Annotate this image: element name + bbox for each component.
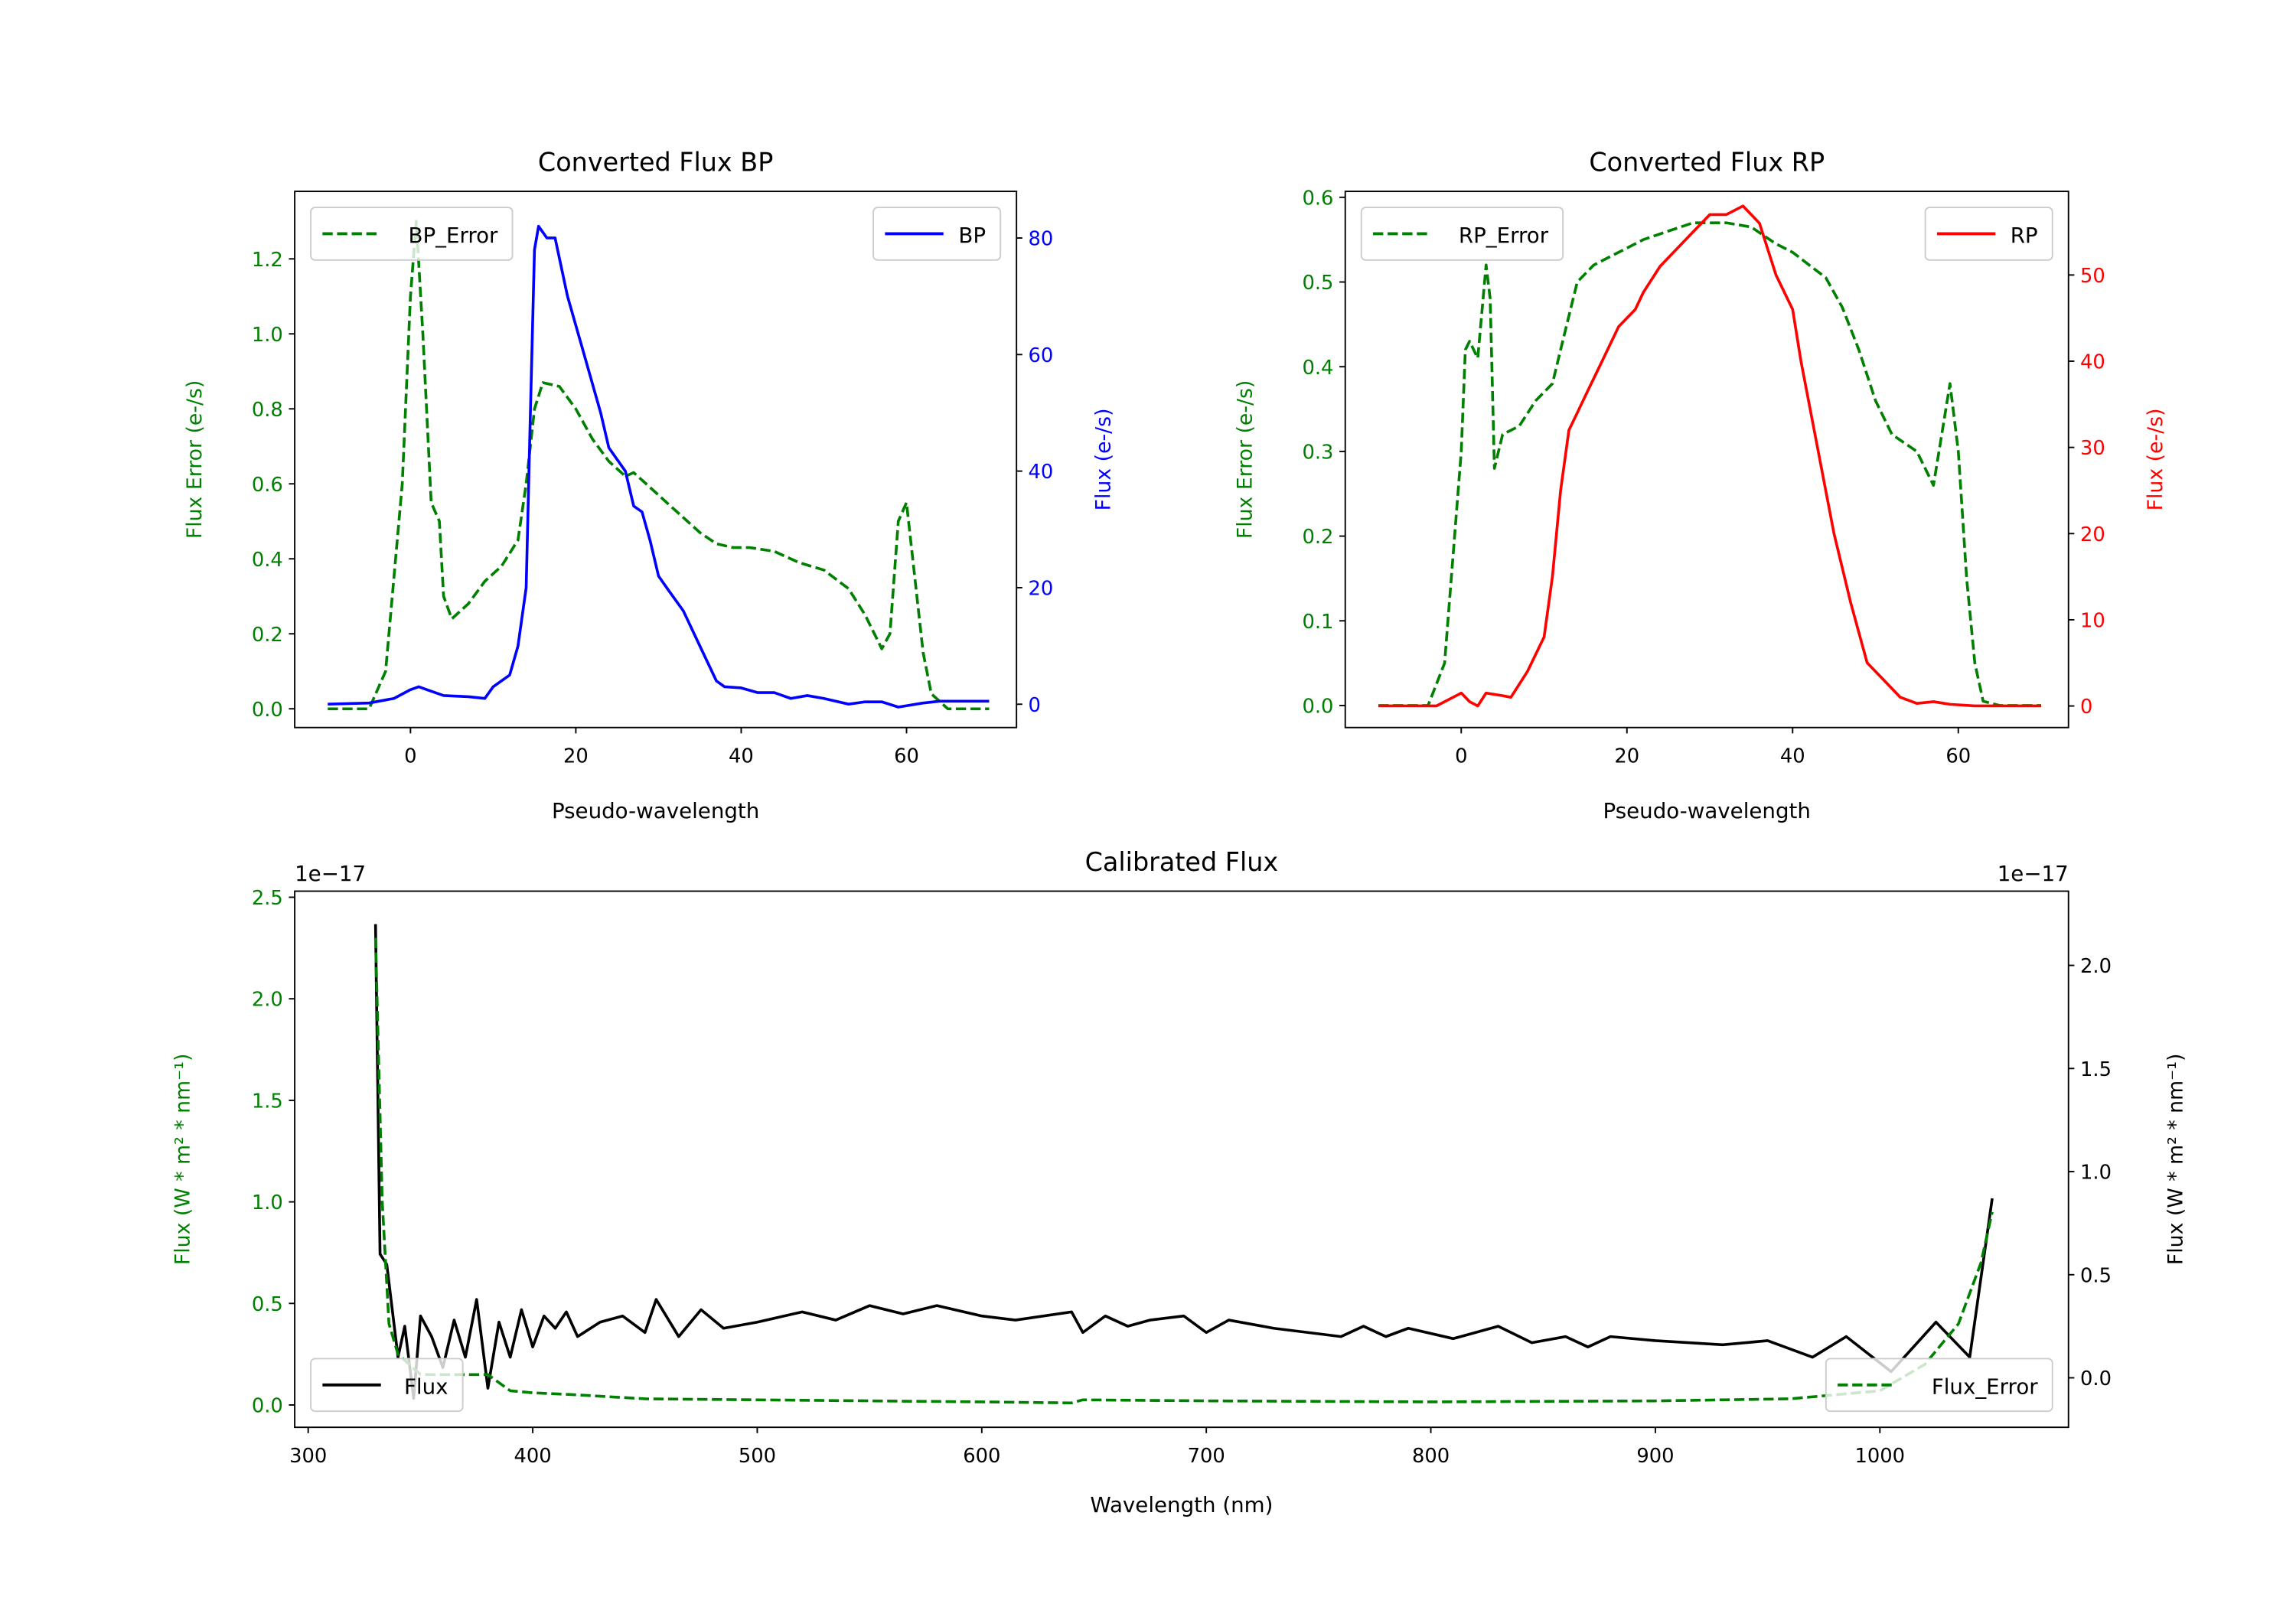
y-left-axis-label: Flux Error (e-/s) <box>1234 380 1257 539</box>
x-axis-label: Pseudo-wavelength <box>552 798 759 823</box>
y-right-axis-label: Flux (e-/s) <box>1091 408 1115 510</box>
legend-flux: Flux <box>310 1358 464 1413</box>
legend-label: RP_Error <box>1459 223 1549 248</box>
y-left-tick-label: 1.0 <box>252 324 283 347</box>
x-axis-label: Pseudo-wavelength <box>1603 798 1811 823</box>
chart-title: Converted Flux RP <box>1589 147 1825 177</box>
rp-subplot: 0 20 40 60 0.0 0.1 0.2 0.3 0.4 0.5 0.6 0 10 20 30 40 50 C… <box>1234 147 2167 823</box>
series-line-flux-error <box>373 937 1994 1405</box>
y-left-tick-label: 1.0 <box>252 1191 283 1214</box>
y-left-tick-label: 0.2 <box>1302 526 1333 549</box>
y-right-axis-label: Flux (e-/s) <box>2144 408 2167 510</box>
x-tick-label: 60 <box>894 745 919 768</box>
x-tick-label: 60 <box>1945 745 1971 768</box>
legend-label: RP <box>2011 223 2038 248</box>
bp-subplot: 0 20 40 60 0.0 0.2 0.4 0.6 0.8 1.0 1.2 0 20 40 60 80 Con… <box>183 147 1115 823</box>
y-right-tick-label: 0 <box>2080 696 2092 719</box>
y-right-tick-label: 40 <box>1028 461 1053 484</box>
x-tick-label: 700 <box>1188 1445 1225 1468</box>
legend-rp-error: RP_Error <box>1360 207 1564 261</box>
x-tick-label: 0 <box>1455 745 1467 768</box>
y-right-tick-label: 0 <box>1028 694 1040 717</box>
y-right-tick-label: 20 <box>2080 523 2105 546</box>
legend-label: BP <box>958 223 986 248</box>
axes-frame <box>1344 191 2069 729</box>
y-left-tick-label: 0.5 <box>1302 272 1333 295</box>
y-left-tick-label: 1.5 <box>252 1090 283 1113</box>
series-line-rp <box>1378 204 2042 708</box>
legend-label: Flux_Error <box>1932 1374 2038 1399</box>
y-left-offset-label: 1e−17 <box>295 861 366 886</box>
y-right-tick-label: 2.0 <box>2080 955 2112 978</box>
y-right-tick-label: 50 <box>2080 265 2105 288</box>
x-axis-label: Wavelength (nm) <box>1090 1492 1273 1517</box>
y-left-tick-label: 0.6 <box>1302 187 1333 210</box>
x-tick-label: 1000 <box>1855 1445 1906 1468</box>
y-right-tick-label: 80 <box>1028 228 1053 251</box>
legend-bp: BP <box>872 207 1002 261</box>
y-left-tick-label: 0.0 <box>1302 695 1333 718</box>
y-left-axis-label: Flux Error (e-/s) <box>183 380 207 539</box>
axes-frame <box>294 890 2069 1429</box>
y-left-tick-label: 2.5 <box>252 887 283 910</box>
legend-label: Flux <box>404 1374 448 1399</box>
legend-rp: RP <box>1924 207 2053 261</box>
x-tick-label: 500 <box>739 1445 776 1468</box>
legend-bp-error: BP_Error <box>310 207 514 261</box>
y-right-tick-label: 30 <box>2080 437 2105 460</box>
x-tick-label: 600 <box>963 1445 1000 1468</box>
x-tick-label: 300 <box>289 1445 327 1468</box>
legend-box <box>1360 207 1564 261</box>
legend-label: BP_Error <box>408 223 498 248</box>
legend-flux-error: Flux_Error <box>1825 1358 2053 1413</box>
y-left-tick-label: 0.5 <box>252 1293 283 1316</box>
y-left-tick-label: 0.1 <box>1302 611 1333 634</box>
y-right-tick-label: 1.5 <box>2080 1058 2112 1081</box>
series-line-bp-error <box>328 220 990 711</box>
chart-title: Converted Flux BP <box>538 147 773 177</box>
y-left-tick-label: 1.2 <box>252 249 283 272</box>
y-left-tick-label: 0.4 <box>1302 357 1333 380</box>
y-right-tick-label: 20 <box>1028 577 1053 600</box>
y-left-tick-label: 0.4 <box>252 549 283 572</box>
y-right-tick-label: 0.0 <box>2080 1367 2112 1390</box>
series-line-flux <box>373 924 1994 1400</box>
series-line-rp-error <box>1378 221 2042 707</box>
x-tick-label: 40 <box>729 745 754 768</box>
series-line-bp <box>328 224 990 709</box>
y-right-axis-label: Flux (W * m² * nm⁻¹) <box>2164 1054 2188 1266</box>
x-tick-label: 20 <box>1614 745 1639 768</box>
legend-box <box>1825 1358 2053 1413</box>
y-left-axis-label: Flux (W * m² * nm⁻¹) <box>171 1054 195 1266</box>
y-left-tick-label: 0.8 <box>252 399 283 422</box>
axes-frame <box>294 191 1018 729</box>
y-left-tick-label: 0.3 <box>1302 441 1333 464</box>
x-tick-label: 0 <box>404 745 416 768</box>
calibrated-subplot: 300 400 500 600 700 800 900 1000 0.0 0.5 1.0 1.5 2.0… <box>171 847 2188 1517</box>
legend-box <box>310 1358 464 1413</box>
legend-box <box>310 207 514 261</box>
x-tick-label: 800 <box>1412 1445 1450 1468</box>
y-right-tick-label: 40 <box>2080 351 2105 374</box>
x-tick-label: 400 <box>514 1445 551 1468</box>
x-tick-label: 40 <box>1780 745 1805 768</box>
y-left-tick-label: 0.0 <box>252 699 283 722</box>
chart-title: Calibrated Flux <box>1085 847 1279 877</box>
y-right-tick-label: 60 <box>1028 344 1053 367</box>
y-left-tick-label: 0.6 <box>252 474 283 497</box>
y-right-tick-label: 1.0 <box>2080 1162 2112 1185</box>
y-left-tick-label: 0.0 <box>252 1395 283 1418</box>
y-right-tick-label: 10 <box>2080 609 2105 632</box>
y-right-tick-label: 0.5 <box>2080 1264 2112 1287</box>
y-left-tick-label: 2.0 <box>252 989 283 1012</box>
y-left-tick-label: 0.2 <box>252 624 283 647</box>
x-tick-label: 20 <box>563 745 589 768</box>
y-right-offset-label: 1e−17 <box>1998 861 2069 886</box>
x-tick-label: 900 <box>1636 1445 1674 1468</box>
